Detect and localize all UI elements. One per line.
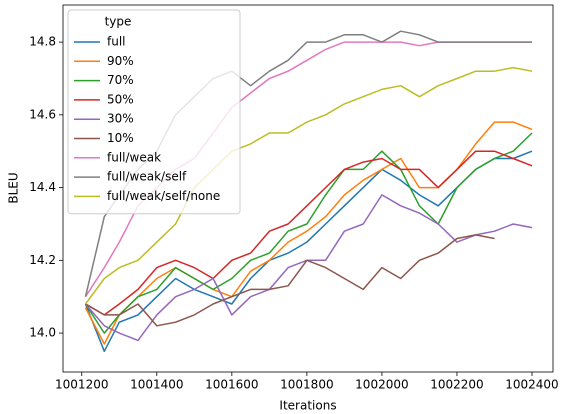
y-tick-label: 14.2	[29, 253, 56, 267]
x-tick-label: 1001400	[130, 378, 183, 392]
legend-label: 10%	[107, 131, 134, 145]
y-tick-label: 14.4	[29, 180, 56, 194]
axes-frame	[62, 4, 554, 373]
legend-label: full/weak/self	[107, 170, 187, 184]
y-tick-label: 14.0	[29, 326, 56, 340]
x-tick-label: 1002200	[430, 378, 483, 392]
legend-title: type	[105, 15, 132, 29]
series-line	[85, 150, 533, 316]
legend-label: 30%	[107, 112, 134, 126]
x-tick-label: 1001600	[205, 378, 258, 392]
legend-box	[67, 9, 241, 215]
legend-label: 70%	[107, 73, 134, 87]
x-tick-label: 1002400	[505, 378, 558, 392]
x-tick-label: 1001200	[55, 378, 108, 392]
legend-label: full/weak/self/none	[107, 189, 220, 203]
y-tick-label: 14.8	[29, 35, 56, 49]
series-line	[84, 66, 533, 305]
y-tick-label: 14.6	[29, 107, 56, 121]
legend: type full 90% 70% 50% 30% 10% full/weak full/wea…	[67, 9, 241, 215]
x-tick-label: 1002000	[355, 378, 408, 392]
legend-label: full	[107, 35, 126, 49]
x-axis-label: Iterations	[279, 399, 336, 413]
legend-label: full/weak	[107, 150, 161, 164]
y-axis-label: BLEU	[7, 172, 21, 203]
legend-label: 50%	[107, 92, 134, 106]
series-line	[84, 194, 533, 342]
x-tick-label: 1001800	[280, 378, 333, 392]
series-line	[84, 132, 533, 334]
series-line	[85, 234, 495, 327]
legend-label: 90%	[107, 54, 134, 68]
